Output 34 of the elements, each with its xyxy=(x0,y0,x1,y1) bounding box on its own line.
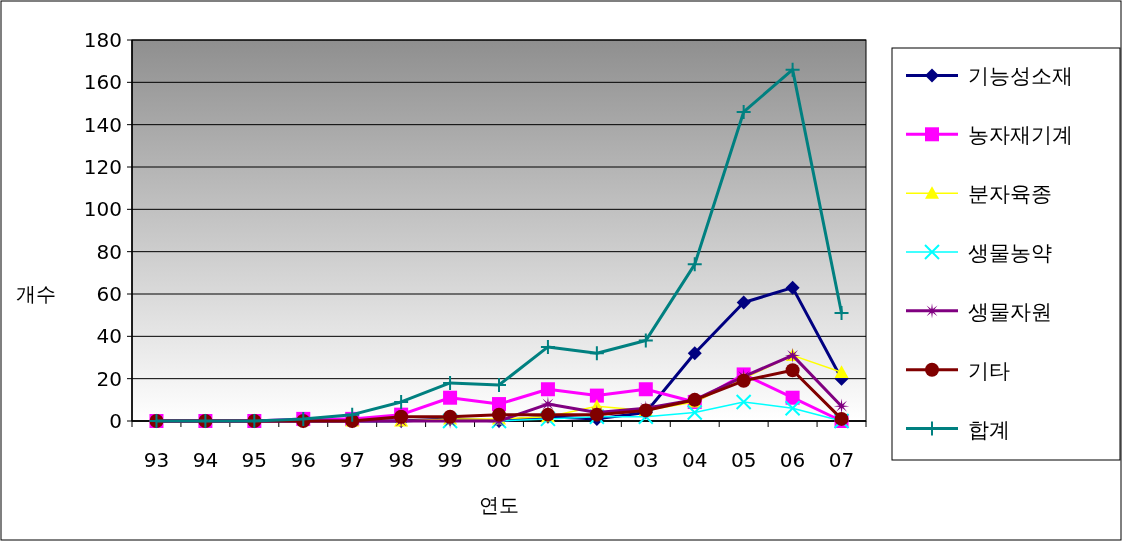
x-tick-label: 01 xyxy=(535,448,561,472)
legend-label: 합계 xyxy=(968,417,1010,442)
x-tick-label: 06 xyxy=(779,448,806,472)
y-tick-label: 40 xyxy=(96,324,122,349)
x-tick-label: 00 xyxy=(486,448,512,472)
y-tick-label: 140 xyxy=(83,112,122,137)
y-tick-label: 120 xyxy=(83,155,122,179)
legend-label: 기타 xyxy=(968,358,1010,383)
x-tick-label: 02 xyxy=(584,448,610,472)
x-tick-label: 99 xyxy=(437,448,463,472)
x-tick-label: 03 xyxy=(633,448,659,472)
legend-label: 분자육종 xyxy=(968,182,1052,207)
y-axis-title: 개수 xyxy=(16,282,56,306)
legend-label: 생물자원 xyxy=(968,299,1052,324)
x-axis-title: 연도 xyxy=(479,493,519,517)
legend-label: 생물농약 xyxy=(968,241,1052,265)
x-tick-label: 93 xyxy=(143,448,170,472)
x-tick-label: 95 xyxy=(241,448,268,472)
y-tick-label: 180 xyxy=(83,28,122,52)
y-tick-label: 60 xyxy=(96,282,122,306)
x-tick-label: 07 xyxy=(828,448,855,472)
x-tick-label: 05 xyxy=(730,448,757,472)
legend-label: 기능성소재 xyxy=(968,64,1073,89)
y-tick-label: 80 xyxy=(96,239,122,264)
y-tick-label: 160 xyxy=(83,70,122,95)
legend-label: 농자재기계 xyxy=(968,123,1073,148)
x-tick-label: 98 xyxy=(388,448,414,472)
x-tick-label: 97 xyxy=(339,448,365,472)
x-tick-label: 96 xyxy=(290,448,316,472)
y-tick-label: 100 xyxy=(83,197,122,222)
y-tick-label: 20 xyxy=(96,366,122,391)
x-tick-label: 94 xyxy=(192,448,219,472)
y-tick-label: 0 xyxy=(109,409,122,433)
x-tick-label: 04 xyxy=(682,448,708,472)
